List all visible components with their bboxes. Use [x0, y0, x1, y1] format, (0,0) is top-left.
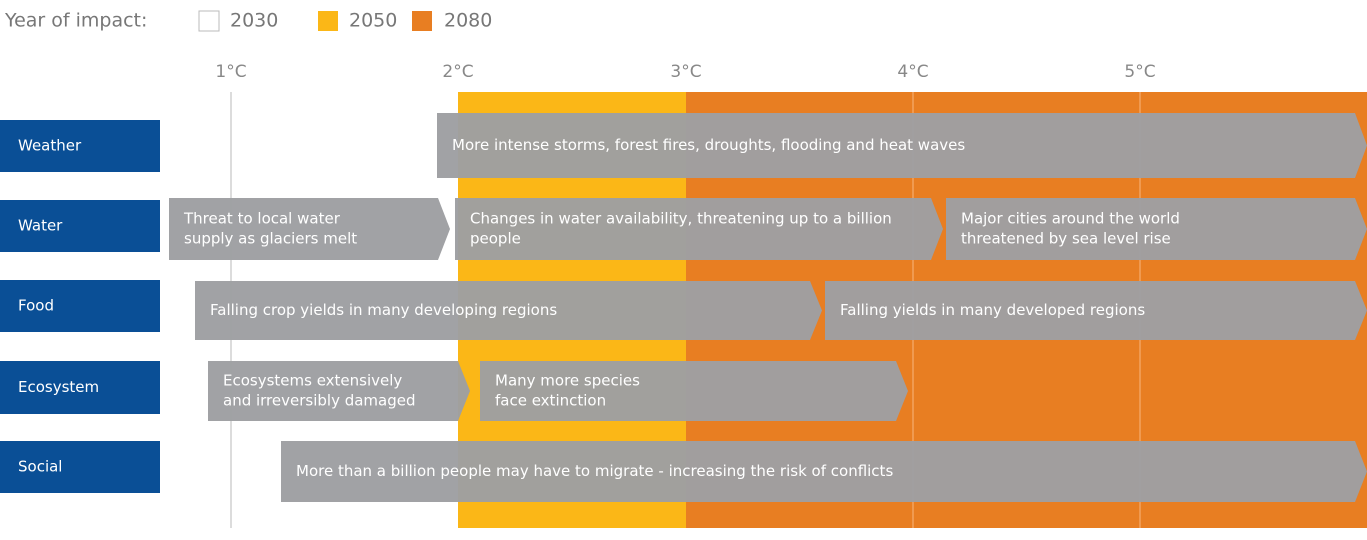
row-label: Water: [18, 217, 63, 235]
axis-label: 1°C: [215, 62, 246, 82]
impact-text: Changes in water availability, threateni…: [470, 210, 892, 228]
impact-text: Ecosystems extensively: [223, 372, 402, 390]
axis-label: 5°C: [1124, 62, 1155, 82]
legend-label: 2080: [444, 10, 492, 32]
row-label: Ecosystem: [18, 378, 99, 396]
impact-arrow: [455, 198, 943, 260]
axis-label: 4°C: [897, 62, 928, 82]
row-header: [0, 280, 160, 332]
impact-text: Falling crop yields in many developing r…: [210, 301, 557, 319]
impact-text: and irreversibly damaged: [223, 392, 416, 410]
impact-arrow: [169, 198, 450, 260]
impact-text: Threat to local water: [183, 210, 341, 228]
impact-arrow: [208, 361, 470, 421]
legend-swatch: [412, 11, 432, 31]
impact-text: Major cities around the world: [961, 210, 1180, 228]
axis-label: 2°C: [442, 62, 473, 82]
legend-label: 2050: [349, 10, 397, 32]
row-label: Social: [18, 458, 62, 476]
row-header: [0, 120, 160, 172]
impact-arrow: [281, 441, 1367, 502]
impact-arrow: [195, 281, 822, 340]
impact-text: face extinction: [495, 392, 606, 410]
impact-text: Many more species: [495, 372, 640, 390]
row-header: [0, 441, 160, 493]
impact-text: More intense storms, forest fires, droug…: [452, 136, 965, 154]
impact-text: Falling yields in many developed regions: [840, 301, 1145, 319]
legend-swatch: [198, 10, 220, 32]
legend-label: 2030: [230, 10, 278, 32]
legend-title: Year of impact:: [4, 10, 147, 32]
axis-label: 3°C: [670, 62, 701, 82]
row-header: [0, 361, 160, 414]
impact-arrow: [437, 113, 1367, 178]
row-label: Weather: [18, 137, 82, 155]
impact-text: More than a billion people may have to m…: [296, 462, 893, 480]
impact-text: supply as glaciers melt: [184, 230, 357, 248]
impact-arrow: [946, 198, 1367, 260]
legend-swatch: [318, 11, 338, 31]
impact-text: threatened by sea level rise: [961, 230, 1171, 248]
row-header: [0, 200, 160, 252]
impact-arrow: [825, 281, 1367, 340]
row-label: Food: [18, 297, 54, 315]
impact-arrow: [480, 361, 908, 421]
impact-text: people: [470, 230, 521, 248]
